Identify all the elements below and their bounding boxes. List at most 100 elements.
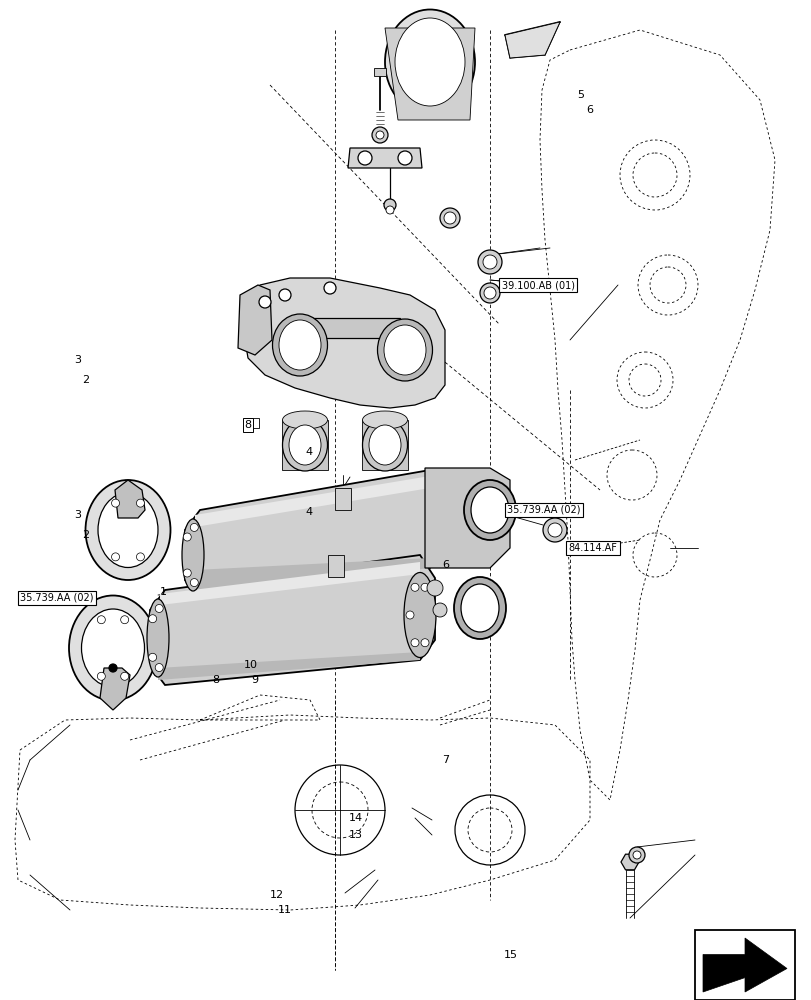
Circle shape: [324, 282, 336, 294]
Ellipse shape: [453, 577, 505, 639]
Ellipse shape: [463, 480, 515, 540]
Circle shape: [543, 518, 566, 542]
Ellipse shape: [384, 9, 474, 114]
Circle shape: [385, 206, 393, 214]
Circle shape: [97, 616, 105, 624]
Text: 3: 3: [74, 510, 81, 520]
Ellipse shape: [384, 325, 426, 375]
Polygon shape: [115, 480, 145, 518]
Bar: [335, 488, 350, 510]
Circle shape: [136, 553, 144, 561]
Text: 9: 9: [251, 675, 259, 685]
Text: 4: 4: [305, 447, 312, 457]
Ellipse shape: [377, 319, 432, 381]
Circle shape: [121, 616, 128, 624]
Text: 10: 10: [243, 660, 257, 670]
Text: 1: 1: [511, 505, 518, 515]
Text: 8: 8: [212, 675, 219, 685]
Text: 35.739.AA (02): 35.739.AA (02): [20, 593, 94, 603]
Ellipse shape: [368, 425, 401, 465]
Ellipse shape: [404, 572, 436, 658]
Circle shape: [111, 499, 119, 507]
Text: 7: 7: [442, 755, 449, 765]
Ellipse shape: [147, 599, 169, 677]
Circle shape: [427, 580, 443, 596]
Bar: [245, 418, 259, 428]
Polygon shape: [195, 476, 430, 527]
Circle shape: [397, 151, 411, 165]
Polygon shape: [160, 562, 419, 605]
Ellipse shape: [282, 419, 327, 471]
Circle shape: [121, 672, 128, 680]
Polygon shape: [504, 22, 560, 58]
Polygon shape: [424, 468, 509, 568]
Ellipse shape: [85, 480, 170, 580]
Circle shape: [629, 847, 644, 863]
Text: 6: 6: [585, 105, 592, 115]
Polygon shape: [158, 652, 419, 680]
Text: 5: 5: [577, 90, 584, 100]
Ellipse shape: [470, 487, 508, 533]
Circle shape: [420, 583, 428, 591]
Ellipse shape: [362, 411, 407, 429]
Circle shape: [375, 131, 384, 139]
Text: 84.114.AF: 84.114.AF: [568, 543, 616, 553]
Polygon shape: [100, 668, 130, 710]
Text: 6: 6: [442, 560, 449, 570]
Ellipse shape: [182, 519, 204, 591]
Bar: [694, 930, 794, 1000]
Circle shape: [478, 250, 501, 274]
Bar: [374, 68, 385, 76]
Text: 39.100.AB (01): 39.100.AB (01): [501, 280, 574, 290]
Circle shape: [483, 287, 496, 299]
Ellipse shape: [394, 18, 465, 106]
Text: 2: 2: [82, 375, 89, 385]
Text: 3: 3: [74, 355, 81, 365]
Circle shape: [432, 603, 446, 617]
Circle shape: [440, 208, 460, 228]
Text: 2: 2: [82, 530, 89, 540]
Text: 12: 12: [270, 890, 284, 900]
Circle shape: [479, 283, 500, 303]
Text: 14: 14: [349, 813, 363, 823]
Ellipse shape: [98, 492, 158, 568]
Ellipse shape: [289, 425, 320, 465]
Circle shape: [410, 639, 418, 647]
Text: 13: 13: [349, 830, 363, 840]
Polygon shape: [702, 938, 786, 992]
Text: 1: 1: [159, 587, 166, 597]
Polygon shape: [348, 148, 422, 168]
Circle shape: [547, 523, 561, 537]
Ellipse shape: [272, 314, 327, 376]
Circle shape: [183, 569, 191, 577]
Ellipse shape: [81, 609, 144, 687]
Circle shape: [136, 499, 144, 507]
Polygon shape: [150, 555, 435, 685]
Text: 11: 11: [278, 905, 292, 915]
Polygon shape: [384, 28, 474, 120]
Circle shape: [410, 583, 418, 591]
Polygon shape: [245, 278, 444, 408]
Circle shape: [190, 523, 198, 531]
Circle shape: [279, 289, 290, 301]
Text: 4: 4: [305, 507, 312, 517]
Circle shape: [420, 639, 428, 647]
Polygon shape: [620, 854, 638, 870]
Polygon shape: [238, 285, 272, 355]
Circle shape: [483, 255, 496, 269]
Circle shape: [190, 579, 198, 587]
Text: 8: 8: [244, 420, 251, 430]
Circle shape: [97, 672, 105, 680]
Circle shape: [111, 553, 119, 561]
Circle shape: [358, 151, 371, 165]
Polygon shape: [195, 558, 430, 595]
Bar: [328, 555, 344, 577]
Circle shape: [148, 653, 157, 661]
Bar: [362, 420, 407, 470]
Circle shape: [371, 127, 388, 143]
Circle shape: [155, 604, 163, 612]
Bar: [281, 420, 328, 470]
Circle shape: [183, 533, 191, 541]
Ellipse shape: [461, 584, 499, 632]
Circle shape: [384, 199, 396, 211]
